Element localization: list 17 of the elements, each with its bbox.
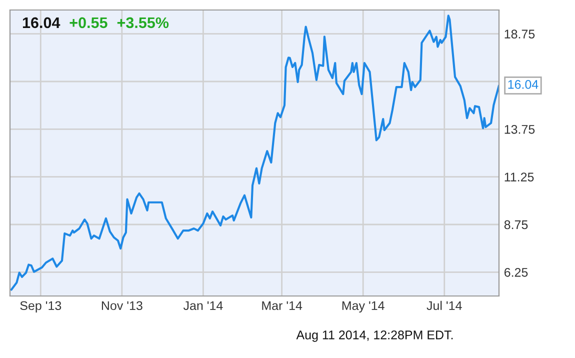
y-tick-label: 6.25: [504, 268, 528, 277]
annotation: +3.55%: [117, 17, 169, 28]
y-tick-label: 11.25: [504, 172, 534, 182]
x-tick-label: Sep '13: [20, 301, 62, 313]
x-tick-label: Jan '14: [183, 301, 223, 310]
y-tick-label: 18.75: [504, 30, 535, 38]
annotation: 16.04: [22, 17, 60, 28]
line-series: [10, 14, 499, 291]
y-tick-label: 8.75: [504, 220, 528, 230]
y-tick-label: 13.75: [504, 124, 535, 134]
x-tick-label: Jul '14: [426, 300, 462, 310]
x-tick-label: May '14: [342, 301, 384, 313]
x-tick-label: Mar '14: [262, 301, 302, 310]
annotation: +0.55: [70, 17, 108, 28]
annotation: 16.04: [508, 80, 538, 89]
x-tick-label: Nov '13: [102, 301, 142, 310]
text: Aug 11 2014, 12:28PM EDT.: [296, 330, 453, 342]
